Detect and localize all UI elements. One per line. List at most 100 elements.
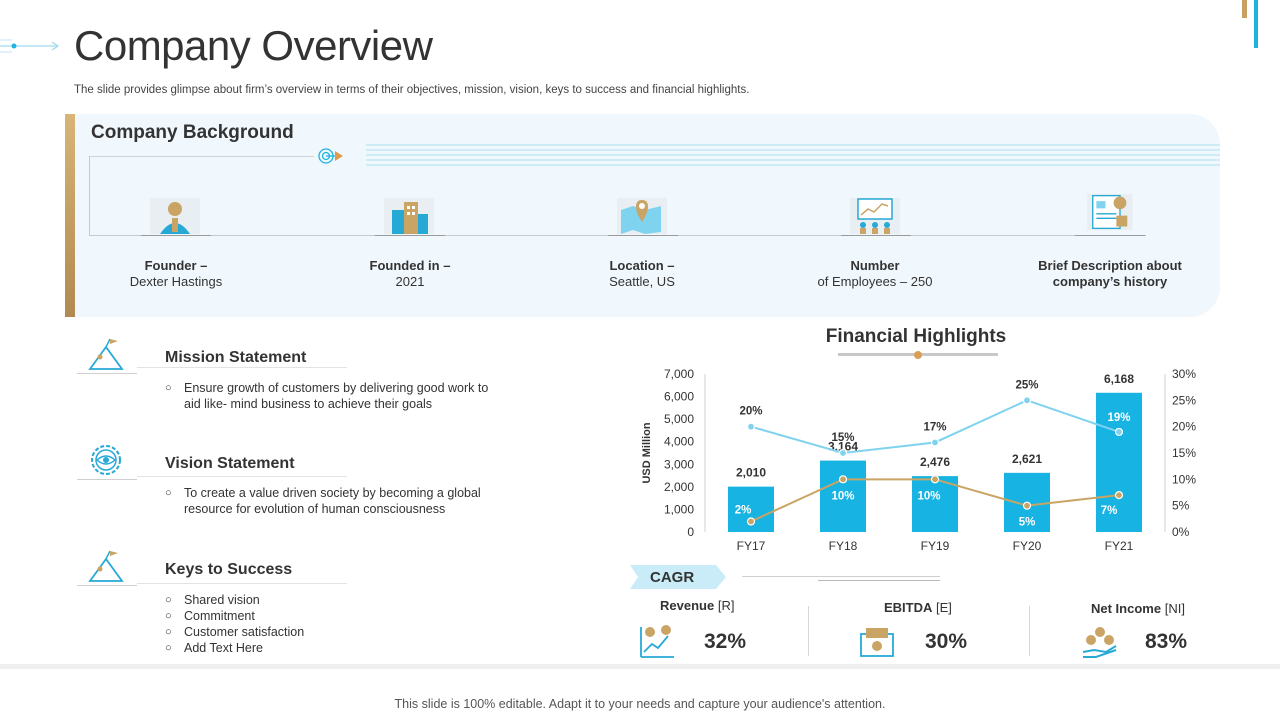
line-data-label: 19% (1107, 412, 1130, 424)
page-title: Company Overview (74, 22, 433, 69)
line-point (746, 422, 756, 431)
line-point (838, 448, 848, 458)
cagr-label: CAGR (650, 569, 695, 586)
page-subtitle: The slide provides glimpse about firm’s … (74, 84, 750, 96)
background-item-location: Location – Seattle, US (609, 258, 675, 289)
divider (77, 585, 137, 586)
y-tick-label: 2,000 (664, 480, 694, 494)
line-data-label: 2% (735, 504, 752, 516)
arrow-decoration-icon (0, 39, 60, 53)
line-data-label: 20% (739, 406, 762, 418)
keys-bullets: Shared vision Commitment Customer satisf… (165, 592, 465, 656)
cagr-tag (630, 565, 726, 589)
list-item: Commitment (165, 608, 465, 624)
line-point (1022, 501, 1032, 510)
line-data-label: 10% (917, 490, 940, 502)
bar-revenue (1096, 392, 1142, 532)
footer-band (0, 664, 1280, 669)
corner-accent-gold (1242, 0, 1247, 18)
line-data-label: 25% (1015, 379, 1038, 391)
bar-revenue (912, 476, 958, 532)
ebitda-cash-icon (860, 628, 894, 657)
y2-tick-label: 25% (1172, 393, 1196, 407)
kpi-net-income-value: 83% (1145, 630, 1188, 653)
y2-tick-label: 10% (1172, 472, 1196, 486)
document-icon (1087, 193, 1133, 231)
background-item-employees: Number of Employees – 250 (817, 258, 933, 289)
x-tick-label: FY20 (1013, 539, 1042, 553)
bar-data-label: 2,476 (920, 455, 950, 469)
title-dot (914, 351, 922, 359)
vision-heading: Vision Statement (165, 455, 295, 472)
founder-icon (150, 198, 200, 234)
line-point (1114, 491, 1124, 500)
building-icon (384, 198, 434, 234)
revenue-chart-icon (640, 625, 674, 658)
line-data-label: 10% (831, 490, 854, 502)
financial-highlights-title: Financial Highlights (825, 326, 1007, 347)
target-icon (318, 148, 343, 164)
y-tick-label: 5,000 (664, 412, 694, 426)
line-point (1114, 427, 1124, 437)
line-point (1022, 396, 1032, 405)
line-data-label: 5% (1019, 517, 1036, 529)
mountain-flag-icon (88, 338, 124, 370)
keys-heading: Keys to Success (165, 561, 293, 578)
kpi-separator (1029, 606, 1030, 656)
connector-line (89, 156, 90, 236)
y-tick-label: 6,000 (664, 390, 694, 404)
footer-text: This slide is 100% editable. Adapt it to… (394, 697, 886, 711)
background-item-founder: Founder – Dexter Hastings (129, 258, 223, 289)
mountain-flag-icon (88, 550, 124, 582)
map-pin-icon (617, 198, 667, 234)
y2-tick-label: 20% (1172, 420, 1196, 434)
corner-accent-blue (1254, 0, 1258, 48)
line-point (838, 475, 848, 484)
y2-tick-label: 0% (1172, 525, 1190, 539)
x-tick-label: FY17 (737, 539, 766, 553)
y-axis-title: USD Million (641, 422, 653, 483)
list-item: Shared vision (165, 592, 465, 608)
divider (137, 583, 347, 584)
bar-data-label: 2,010 (736, 466, 766, 480)
y-tick-label: 4,000 (664, 435, 694, 449)
y2-tick-label: 30% (1172, 367, 1196, 381)
kpi-revenue-label: Revenue [R] (660, 598, 735, 613)
kpi-revenue-value: 32% (704, 630, 747, 653)
kpi-ebitda-value: 30% (925, 630, 968, 653)
mission-heading: Mission Statement (165, 349, 307, 366)
background-item-founded: Founded in – 2021 (369, 258, 451, 289)
divider (742, 576, 940, 577)
y2-tick-label: 5% (1172, 499, 1190, 513)
company-background-title: Company Background (91, 122, 294, 143)
x-tick-label: FY21 (1105, 539, 1134, 553)
mission-bullets: Ensure growth of customers by delivering… (165, 380, 505, 412)
y-tick-label: 7,000 (664, 367, 694, 381)
list-item: Customer satisfaction (165, 624, 465, 640)
bar-revenue (820, 460, 866, 532)
divider (137, 367, 347, 368)
net-income-hand-icon (1082, 627, 1117, 658)
eye-gear-icon (91, 445, 121, 475)
line-data-label: 15% (831, 432, 854, 444)
list-item: Add Text Here (165, 640, 465, 656)
x-tick-label: FY18 (829, 539, 858, 553)
divider (818, 580, 940, 581)
kpi-ebitda-label: EBITDA [E] (884, 600, 952, 615)
connector-line (89, 156, 314, 157)
divider (77, 479, 137, 480)
kpi-separator (808, 606, 809, 656)
background-item-description: Brief Description about company’s histor… (1038, 258, 1182, 289)
line-point (746, 517, 756, 526)
bar-data-label: 6,168 (1104, 372, 1134, 386)
divider (77, 373, 137, 374)
vision-bullets: To create a value driven society by beco… (165, 485, 510, 517)
employees-icon (850, 198, 900, 234)
list-item: To create a value driven society by beco… (165, 485, 510, 517)
line-point (930, 475, 940, 484)
divider (137, 476, 347, 477)
line-data-label: 17% (923, 421, 946, 433)
y-tick-label: 1,000 (664, 502, 694, 516)
bar-data-label: 2,621 (1012, 452, 1042, 466)
y-tick-label: 3,000 (664, 457, 694, 471)
